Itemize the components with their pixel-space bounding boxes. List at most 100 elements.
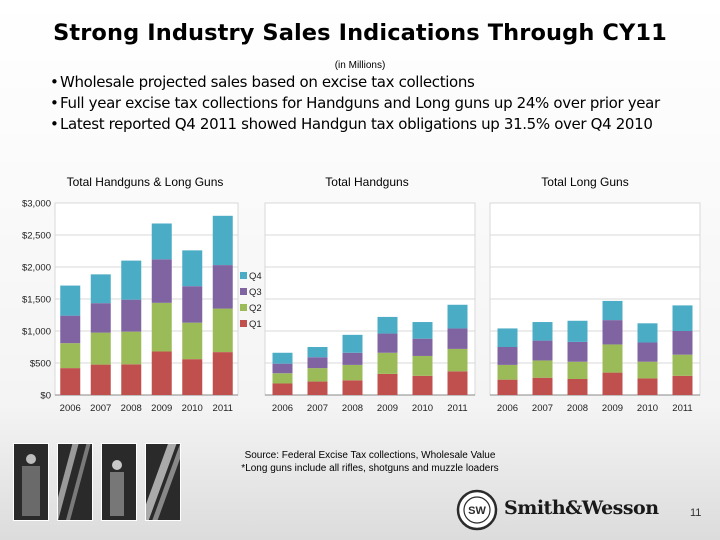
- bar-segment-q2: [151, 302, 172, 352]
- bar-segment-q1: [412, 375, 433, 395]
- bar-segment-q4: [182, 250, 203, 287]
- bar-segment-q2: [567, 361, 588, 379]
- bar-segment-q1: [377, 373, 398, 395]
- page-number: 11: [690, 507, 702, 519]
- bar-segment-q3: [90, 303, 111, 333]
- bar-segment-q3: [672, 331, 693, 355]
- footnote-line: *Long guns include all rifles, shotguns …: [241, 463, 499, 474]
- x-tick-label: 2008: [342, 403, 363, 414]
- bar-segment-q2: [672, 354, 693, 376]
- x-tick-label: 2008: [567, 403, 588, 414]
- bar-segment-q1: [672, 375, 693, 395]
- bar-segment-q2: [342, 364, 363, 381]
- x-tick-label: 2009: [377, 403, 398, 414]
- bar-segment-q2: [602, 344, 623, 373]
- legend-label: Q1: [249, 319, 262, 330]
- bar-segment-q3: [212, 265, 233, 309]
- x-tick-label: 2007: [307, 403, 328, 414]
- bar-segment-q2: [182, 322, 203, 360]
- y-tick-label: $2,000: [22, 263, 51, 274]
- bar-segment-q2: [637, 361, 658, 379]
- bar-segment-q3: [342, 352, 363, 365]
- bar-segment-q1: [272, 383, 293, 395]
- bar-segment-q2: [532, 360, 553, 378]
- brand-logo: SW Smith&Wesson: [456, 489, 678, 531]
- bar-segment-q3: [497, 347, 518, 365]
- bar-segment-q4: [637, 323, 658, 343]
- bar-segment-q1: [307, 381, 328, 395]
- bar-segment-q1: [447, 371, 468, 395]
- bar-segment-q4: [567, 320, 588, 342]
- photo-pistol: [145, 443, 181, 521]
- bar-segment-q3: [272, 363, 293, 374]
- bar-segment-q1: [497, 379, 518, 395]
- x-tick-label: 2010: [182, 403, 203, 414]
- x-tick-label: 2010: [412, 403, 433, 414]
- bar-segment-q3: [447, 328, 468, 349]
- bar-segment-q3: [182, 286, 203, 323]
- brand-name: Smith&Wesson: [504, 497, 659, 519]
- bar-segment-q1: [60, 368, 81, 395]
- bar-segment-q4: [90, 274, 111, 304]
- y-tick-label: $1,500: [22, 295, 51, 306]
- bar-segment-q1: [151, 351, 172, 395]
- bar-segment-q3: [637, 342, 658, 362]
- chart-title-long-guns: Total Long Guns: [541, 175, 629, 189]
- bar-segment-q1: [532, 377, 553, 395]
- bar-segment-q4: [272, 352, 293, 364]
- x-tick-label: 2009: [151, 403, 172, 414]
- y-tick-label: $2,500: [22, 231, 51, 242]
- bullet-item: Full year excise tax collections for Han…: [50, 93, 715, 114]
- bar-segment-q2: [212, 308, 233, 353]
- bar-segment-q3: [412, 338, 433, 356]
- bar-segment-q1: [182, 359, 203, 395]
- legend-swatch: [240, 272, 247, 279]
- bar-segment-q3: [60, 315, 81, 344]
- bar-segment-q4: [212, 215, 233, 266]
- x-tick-label: 2011: [672, 403, 692, 414]
- bar-segment-q2: [272, 373, 293, 384]
- legend-label: Q4: [249, 271, 262, 282]
- bar-segment-q3: [532, 340, 553, 361]
- x-tick-label: 2011: [447, 403, 467, 414]
- x-tick-label: 2008: [121, 403, 142, 414]
- x-tick-label: 2011: [213, 403, 233, 414]
- bar-segment-q2: [412, 355, 433, 376]
- x-tick-label: 2006: [272, 403, 293, 414]
- bar-segment-q2: [90, 332, 111, 365]
- bar-segment-q1: [342, 380, 363, 395]
- legend-label: Q3: [249, 287, 262, 298]
- x-tick-label: 2006: [60, 403, 81, 414]
- bullet-item: Latest reported Q4 2011 showed Handgun t…: [50, 114, 715, 135]
- bar-segment-q1: [637, 378, 658, 395]
- x-tick-label: 2007: [532, 403, 553, 414]
- source-note: Source: Federal Excise Tax collections, …: [235, 449, 505, 475]
- legend-label: Q2: [249, 303, 262, 314]
- chart-title-total: Total Handguns & Long Guns: [66, 175, 224, 189]
- sw-emblem-text: SW: [468, 505, 486, 517]
- bar-segment-q2: [121, 331, 142, 365]
- bar-segment-q1: [90, 364, 111, 395]
- bar-segment-q4: [60, 285, 81, 316]
- bar-segment-q1: [567, 379, 588, 395]
- x-tick-label: 2010: [637, 403, 658, 414]
- y-tick-label: $3,000: [22, 199, 51, 210]
- bar-segment-q3: [567, 341, 588, 362]
- y-tick-label: $500: [30, 359, 51, 370]
- bar-segment-q4: [151, 223, 172, 260]
- bar-segment-q4: [342, 334, 363, 353]
- bar-segment-q4: [532, 322, 553, 341]
- bar-segment-q4: [672, 305, 693, 331]
- bar-segment-q3: [151, 259, 172, 303]
- bar-segment-q4: [497, 328, 518, 347]
- bar-segment-q3: [377, 333, 398, 353]
- bar-segment-q1: [602, 372, 623, 395]
- bar-segment-q4: [447, 304, 468, 329]
- photo-rifle: [57, 443, 93, 521]
- bar-segment-q2: [497, 364, 518, 380]
- bullet-item: Wholesale projected sales based on excis…: [50, 72, 715, 93]
- y-tick-label: $0: [40, 391, 51, 402]
- slide-title: Strong Industry Sales Indications Throug…: [53, 20, 667, 46]
- source-line: Source: Federal Excise Tax collections, …: [244, 450, 496, 461]
- bar-segment-q3: [121, 299, 142, 332]
